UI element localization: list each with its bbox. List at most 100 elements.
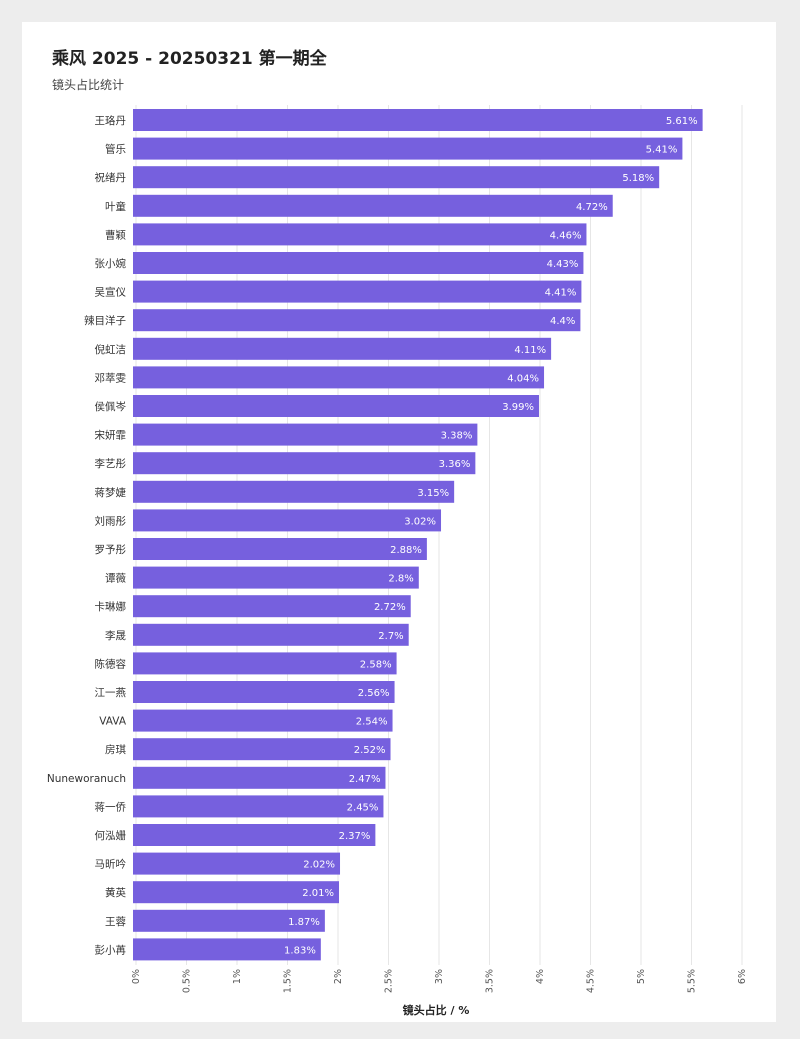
bar bbox=[133, 652, 397, 675]
grid-lines bbox=[135, 105, 743, 965]
x-tick-label: 2.5% bbox=[384, 969, 395, 993]
value-label: 2.7% bbox=[378, 631, 403, 642]
value-label: 4.04% bbox=[507, 373, 539, 384]
category-label: Nuneworanuch bbox=[47, 773, 126, 785]
value-label: 2.88% bbox=[390, 545, 422, 556]
value-labels: 5.61% 5.41% 5.18% 4.72% 4.46% 4.43% 4.41% 4.4% 4… bbox=[284, 116, 698, 956]
category-label: 房琪 bbox=[105, 743, 126, 756]
category-label: 王蓉 bbox=[105, 915, 126, 928]
chart-title: 乘风 2025 - 20250321 第一期全 bbox=[52, 49, 327, 69]
category-label: 彭小苒 bbox=[95, 943, 127, 956]
category-label: 宋妍霏 bbox=[95, 429, 127, 442]
value-label: 2.52% bbox=[354, 745, 386, 756]
value-label: 3.02% bbox=[404, 516, 436, 527]
value-label: 3.38% bbox=[441, 431, 473, 442]
bar bbox=[133, 109, 703, 131]
category-label: 江一燕 bbox=[95, 687, 127, 699]
value-label: 2.47% bbox=[349, 774, 381, 785]
chart-subtitle: 镜头占比统计 bbox=[52, 78, 125, 92]
bar bbox=[133, 738, 391, 761]
x-tick-label: 3% bbox=[434, 969, 445, 984]
category-label: 王珞丹 bbox=[95, 114, 127, 127]
category-label: 谭薇 bbox=[105, 573, 126, 585]
x-tick-label: 6% bbox=[737, 969, 748, 984]
value-label: 4.11% bbox=[514, 345, 546, 356]
category-label: 叶童 bbox=[105, 200, 126, 213]
bar bbox=[133, 166, 660, 189]
category-label: 蒋一侨 bbox=[95, 801, 127, 813]
bar bbox=[133, 452, 476, 475]
value-label: 2.8% bbox=[388, 574, 413, 585]
x-tick-label: 1% bbox=[232, 969, 243, 984]
category-label: 蒋梦婕 bbox=[95, 486, 127, 499]
bar bbox=[133, 509, 442, 532]
bar bbox=[133, 366, 545, 389]
category-label: 管乐 bbox=[105, 143, 126, 156]
bar bbox=[133, 681, 395, 703]
x-tick-label: 0.5% bbox=[182, 969, 193, 993]
x-tick-label: 4% bbox=[535, 969, 546, 984]
bar bbox=[133, 824, 376, 846]
category-labels: 王珞丹管乐祝绪丹叶童曹颖张小婉吴宣仪辣目洋子倪虹洁邓萃雯侯佩岑宋妍霏李艺彤蒋梦婕… bbox=[47, 114, 127, 956]
bar bbox=[133, 566, 419, 589]
x-tick-label: 5.5% bbox=[687, 969, 698, 993]
x-tick-labels: 0% 0.5% 1% 1.5% 2% 2.5% 3% 3.5% 4% 4.5% 5% 5.5% 6% bbox=[131, 969, 748, 993]
category-label: 何泓姗 bbox=[95, 829, 127, 842]
category-label: 卡琳娜 bbox=[95, 600, 127, 613]
value-label: 3.99% bbox=[502, 402, 534, 413]
bar bbox=[133, 423, 478, 446]
category-label: 曹颖 bbox=[105, 228, 126, 241]
value-label: 2.58% bbox=[360, 659, 392, 670]
x-axis-title: 镜头占比 / % bbox=[403, 1003, 470, 1017]
category-label: 侯佩岑 bbox=[95, 400, 127, 413]
value-label: 2.45% bbox=[347, 802, 379, 813]
category-label: 吴宣仪 bbox=[95, 286, 127, 299]
value-label: 2.56% bbox=[358, 688, 390, 699]
value-label: 5.18% bbox=[622, 173, 654, 184]
bar bbox=[133, 480, 455, 503]
category-label: 张小婉 bbox=[95, 257, 127, 270]
value-label: 2.01% bbox=[302, 888, 334, 899]
value-label: 4.72% bbox=[576, 202, 608, 213]
x-tick-label: 2% bbox=[333, 969, 344, 984]
category-label: 祝绪丹 bbox=[95, 171, 127, 184]
value-label: 2.72% bbox=[374, 602, 406, 613]
x-tick-label: 5% bbox=[636, 969, 647, 984]
bar bbox=[133, 223, 587, 246]
value-label: 3.15% bbox=[417, 488, 449, 499]
category-label: 邓萃雯 bbox=[95, 372, 127, 384]
value-label: 4.43% bbox=[547, 259, 579, 270]
x-tick-label: 1.5% bbox=[283, 969, 294, 993]
bars bbox=[133, 109, 703, 961]
bar bbox=[133, 137, 683, 160]
bar bbox=[133, 337, 552, 360]
category-label: VAVA bbox=[99, 716, 127, 728]
value-label: 3.36% bbox=[439, 459, 471, 470]
category-label: 李艺彤 bbox=[95, 457, 127, 470]
bar bbox=[133, 538, 427, 560]
bar bbox=[133, 280, 582, 303]
bar bbox=[133, 395, 539, 417]
category-label: 罗予彤 bbox=[95, 544, 127, 556]
bar bbox=[133, 595, 411, 618]
bar bbox=[133, 194, 613, 217]
value-label: 4.46% bbox=[550, 230, 582, 241]
bar bbox=[133, 938, 321, 961]
bar bbox=[133, 252, 584, 274]
bar bbox=[133, 766, 386, 789]
category-label: 倪虹洁 bbox=[95, 343, 127, 356]
bar bbox=[133, 709, 393, 732]
category-label: 辣目洋子 bbox=[84, 314, 126, 327]
value-label: 4.4% bbox=[550, 316, 575, 327]
x-tick-label: 0% bbox=[131, 969, 142, 984]
category-label: 李晟 bbox=[105, 629, 126, 642]
value-label: 1.87% bbox=[288, 917, 320, 928]
bar bbox=[133, 309, 581, 332]
category-label: 刘雨彤 bbox=[95, 515, 127, 527]
category-label: 马昕吟 bbox=[95, 858, 127, 871]
value-label: 1.83% bbox=[284, 945, 316, 956]
bar bbox=[133, 909, 325, 932]
value-label: 2.02% bbox=[303, 860, 335, 871]
category-label: 黄英 bbox=[105, 886, 126, 899]
